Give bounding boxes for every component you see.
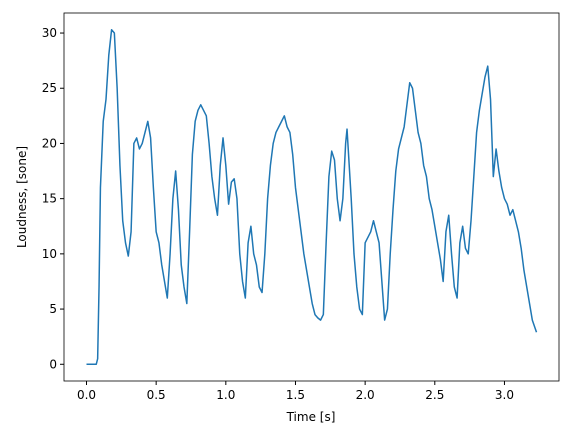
x-tick-label: 0.5 — [147, 388, 166, 402]
x-tick-label: 1.0 — [216, 388, 235, 402]
x-tick-label: 1.5 — [286, 388, 305, 402]
y-axis-label: Loudness, [sone] — [15, 146, 29, 248]
plot-frame — [63, 12, 560, 382]
y-tick-label: 15 — [42, 192, 57, 206]
x-axis-label: Time [s] — [286, 410, 336, 424]
x-tick-label: 2.5 — [425, 388, 444, 402]
y-tick-label: 0 — [49, 357, 57, 371]
x-tick-label: 3.0 — [495, 388, 514, 402]
y-tick-label: 25 — [42, 81, 57, 95]
y-tick-label: 30 — [42, 26, 57, 40]
y-tick-label: 10 — [42, 247, 57, 261]
x-tick-label: 2.0 — [356, 388, 375, 402]
y-tick-label: 20 — [42, 136, 57, 150]
data-line — [86, 28, 538, 366]
x-tick-label: 0.0 — [77, 388, 96, 402]
y-tick-label: 5 — [49, 302, 57, 316]
